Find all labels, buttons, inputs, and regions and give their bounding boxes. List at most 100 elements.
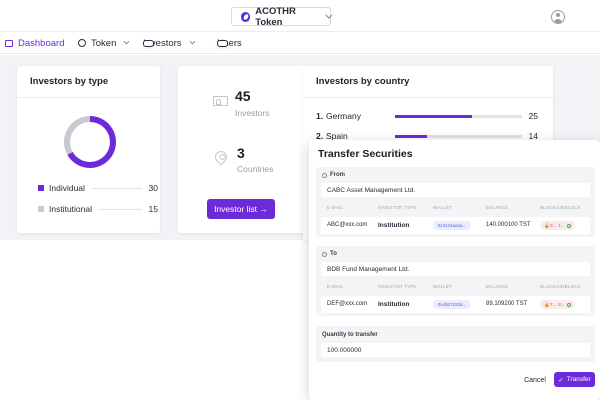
to-section: To BDB Fund Management Ltd. E-MAIL INVES… (316, 246, 595, 316)
from-investor-input[interactable]: CABC Asset Management Ltd. (321, 183, 590, 197)
lock-icon: 🔒 (544, 301, 551, 307)
unblock-value: 8... (558, 302, 565, 307)
country-count: 14 (528, 131, 538, 141)
investors-count: 45 (235, 88, 251, 104)
from-label-text: From (330, 172, 345, 178)
location-pin-icon (212, 148, 230, 166)
investor-type-cell: Institution (378, 301, 410, 308)
col-investor-type: INVESTOR TYPE (378, 284, 417, 289)
token-selector-label: ACOTHR Token (255, 5, 296, 28)
col-email: E-MAIL (327, 205, 344, 210)
transfer-securities-dialog: Transfer Securities From CABC Asset Mana… (309, 140, 600, 400)
nav-label-dashboard: Dashboard (18, 37, 65, 49)
legend-label: Individual (49, 183, 85, 193)
dashboard-icon (5, 39, 13, 47)
legend-swatch (38, 206, 44, 212)
balance-cell: 89.109200 TST (486, 301, 528, 307)
unlock-icon (566, 223, 571, 228)
transfer-button-label: Transfer (566, 376, 591, 383)
col-email: E-MAIL (327, 284, 344, 289)
lock-icon: 🔒 (544, 222, 551, 228)
top-bar: ACOTHR Token (0, 0, 600, 32)
unlock-icon (566, 302, 571, 307)
legend-label: Institutional (49, 204, 92, 214)
nav-item-dashboard[interactable]: Dashboard (5, 37, 64, 49)
col-wallet: WALLET (433, 205, 453, 210)
email-cell: ABC@xxx.com (327, 222, 368, 228)
col-block-unblock: BLOCK/UNBLOCK (540, 284, 581, 289)
nav-item-token[interactable]: Token (78, 37, 130, 49)
country-bar (395, 135, 522, 138)
country-bar-fill (395, 115, 473, 118)
col-wallet: WALLET (433, 284, 453, 289)
token-icon (78, 39, 86, 47)
quantity-section: Quantity to transfer 100.000000 (316, 326, 595, 362)
card-title: Investors by country (316, 76, 410, 87)
legend-swatch (38, 185, 44, 191)
country-bar (395, 115, 522, 118)
table-row: DEF@xxx.com Institution 0x4bb7223d... 89… (321, 296, 590, 313)
country-rank: 2. (316, 131, 324, 141)
to-label: To (322, 251, 337, 257)
cancel-button[interactable]: Cancel (524, 376, 546, 384)
nav-label-token: Token (91, 37, 117, 49)
user-avatar-icon[interactable] (551, 10, 565, 24)
divider (303, 97, 553, 98)
wallet-badge[interactable]: 0x4bb7223d... (433, 300, 471, 309)
nav-label-investors: Investors (143, 37, 182, 49)
block-value: 7... (550, 302, 557, 307)
legend-row-individual: Individual 30 (38, 183, 158, 193)
investors-label: Investors (235, 108, 270, 118)
legend-value: 15 (148, 204, 158, 214)
chevron-down-icon (189, 38, 195, 45)
from-label: From (322, 172, 345, 178)
chevron-down-icon (123, 38, 130, 45)
investor-list-button[interactable]: Investor list → (207, 199, 275, 219)
block-value: 0... (550, 223, 557, 228)
nav-label-users: Users (217, 37, 242, 49)
token-selector[interactable]: ACOTHR Token (231, 5, 333, 28)
country-name: Germany (326, 111, 361, 121)
transfer-button[interactable]: ✓ Transfer (554, 372, 595, 387)
unblock-value: 1... (558, 223, 565, 228)
id-card-icon (217, 39, 228, 47)
search-icon (322, 251, 327, 257)
search-icon (322, 172, 327, 178)
country-rank: 1. (316, 111, 324, 121)
investor-type-cell: Institution (378, 222, 410, 229)
id-card-icon (213, 96, 228, 106)
to-investor-input[interactable]: BDB Fund Management Ltd. (321, 262, 590, 276)
country-count: 25 (528, 111, 538, 121)
quantity-label: Quantity to transfer (322, 332, 378, 338)
col-balance: BALANCE (486, 284, 509, 289)
countries-count: 3 (237, 145, 245, 161)
dialog-title: Transfer Securities (318, 148, 413, 160)
from-section: From CABC Asset Management Ltd. E-MAIL I… (316, 167, 595, 237)
legend-row-institutional: Institutional 15 (38, 204, 158, 214)
email-cell: DEF@xxx.com (327, 301, 368, 307)
check-icon: ✓ (558, 376, 564, 384)
col-investor-type: INVESTOR TYPE (378, 205, 417, 210)
chevron-down-icon (325, 11, 333, 19)
id-card-icon (143, 39, 154, 47)
investors-type-donut-chart (64, 116, 116, 168)
wallet-badge[interactable]: 0x3124aaaa... (433, 221, 471, 230)
block-unblock-badge: 🔒 0... 1... (540, 221, 575, 230)
stats-card: 45 Investors 3 Countries Investor list → (178, 66, 308, 233)
legend-value: 30 (148, 183, 158, 193)
country-bar-fill (395, 135, 427, 138)
block-unblock-badge: 🔒 7... 8... (540, 300, 575, 309)
balance-cell: 140.000100 TST (486, 222, 531, 228)
nav-item-investors[interactable]: Investors (143, 37, 195, 49)
countries-label: Countries (237, 164, 274, 174)
nav-item-users[interactable]: Users (217, 37, 242, 49)
divider (17, 97, 160, 98)
col-balance: BALANCE (486, 205, 509, 210)
main-nav: Dashboard Token Investors Users (0, 32, 600, 54)
table-header: E-MAIL INVESTOR TYPE WALLET BALANCE BLOC… (321, 201, 590, 215)
quantity-input[interactable]: 100.000000 (321, 343, 590, 357)
table-header: E-MAIL INVESTOR TYPE WALLET BALANCE BLOC… (321, 280, 590, 294)
token-logo-icon (241, 11, 251, 22)
table-row: ABC@xxx.com Institution 0x3124aaaa... 14… (321, 217, 590, 234)
to-label-text: To (330, 251, 337, 257)
